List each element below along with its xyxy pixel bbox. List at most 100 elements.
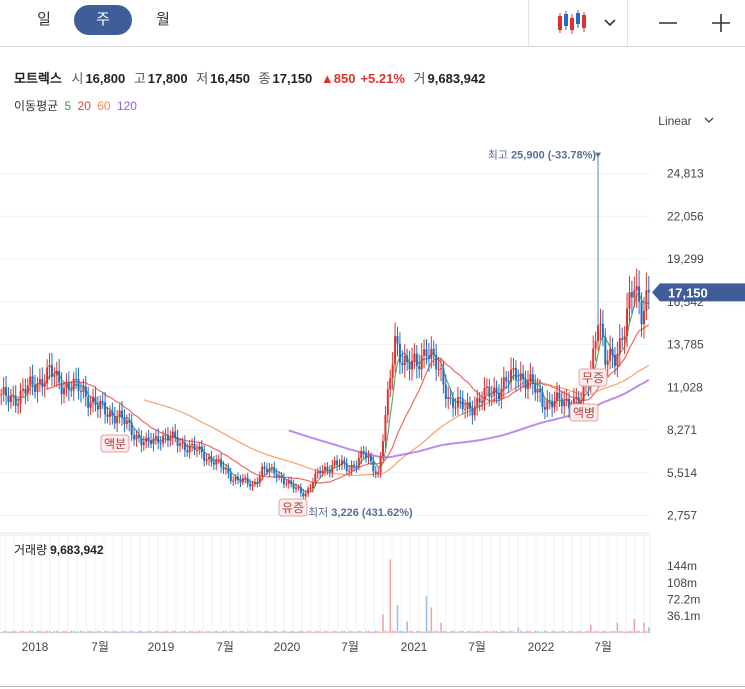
candle-body [263,466,266,469]
volume-bar [0,632,3,633]
ma-5-line [10,292,650,493]
volume-bar [338,631,341,633]
event-badge-label: 무증 [582,371,604,385]
volume-bar [418,630,421,633]
volume-bar [128,631,131,633]
candle [348,465,351,477]
volume-bar [65,631,68,633]
candle [157,428,160,450]
candle-body [531,374,534,384]
candle-body [372,461,375,472]
candle [365,446,368,463]
candle [621,327,624,349]
candle-body [488,386,491,397]
candle [500,377,503,409]
volume-bar [186,631,189,633]
candle-body [454,407,457,409]
ma-60-label[interactable]: 60 [97,99,111,113]
volume-bar [290,630,292,633]
candle-body [287,480,290,484]
chart-type-button[interactable] [529,0,627,46]
volume-bar [420,631,423,633]
candle [26,378,29,402]
volume-bar [401,630,404,633]
candle [626,292,629,347]
volume-bar [406,621,408,633]
candle-body [406,355,409,363]
candle [215,454,218,471]
candle-body [623,336,626,340]
candle [599,308,602,341]
candle [166,426,169,448]
ma-5-label[interactable]: 5 [64,99,72,113]
high-label: 고 [133,71,146,86]
volume-bar [171,630,174,633]
ma-120-label[interactable]: 120 [116,99,137,113]
candle [355,460,358,473]
volume-bar [498,632,500,633]
volume-tick-label: 108m [667,576,697,590]
candle-body [256,481,259,483]
zoom-out-button[interactable] [645,0,690,46]
volume-bar [307,630,309,633]
candle [246,472,249,488]
tab-day[interactable]: 일 [37,11,51,28]
candle [65,373,68,397]
volume-bar [643,622,645,633]
candle [514,360,517,391]
volume-bar [104,630,106,633]
candle [174,424,177,443]
date-axis-label: 2021 [401,640,428,654]
volume-bar [258,630,261,633]
volume-tick-label: 36.1m [667,609,700,623]
candle-body [362,451,365,454]
candle-body [543,407,546,410]
candle-body [292,484,295,489]
candle-body [326,466,329,471]
candle-body [50,365,53,377]
candle-body [497,392,500,400]
volume-bar [167,631,169,633]
volume-bar [459,630,462,633]
tab-month[interactable]: 월 [156,11,170,28]
volume-bar [87,630,89,633]
candle [70,381,73,397]
candle-body [227,467,230,474]
candle [594,331,597,361]
candle-body [459,397,462,399]
high-value: 17,800 [147,71,188,86]
candle-body [171,431,174,438]
candle-body [410,360,413,370]
zoom-in-button[interactable] [698,0,743,46]
volume-bar [536,630,539,633]
volume-bar [464,632,466,633]
candle-body [381,441,384,456]
candle [418,354,421,379]
tab-week[interactable]: 주 [74,5,132,35]
candle-body [478,398,481,403]
volume-bar [174,630,176,633]
candle-body [130,422,133,436]
candle-body [307,488,310,494]
event-badge-bg [578,368,608,387]
volume-bar [123,630,126,633]
low-value: 16,450 [210,71,250,86]
candle-body [220,459,223,467]
candle [217,454,220,464]
candle [251,480,254,491]
candle [345,457,348,475]
volume-bar [647,627,650,633]
volume-bar [628,630,631,633]
price-summary: 모트렉스 시 16,800 고 17,800 저 16,450 종 17,150 ▲85… [14,68,490,87]
candle [21,378,24,398]
volume-bar [488,631,491,633]
ma-20-label[interactable]: 20 [77,99,91,113]
volume-tick-label: 72.2m [667,592,700,606]
event-badge: 유증 [278,498,308,517]
volume-bar [58,631,61,633]
scale-toggle-button[interactable]: Linear [658,114,715,128]
candle [488,378,491,407]
candle-body [2,387,5,395]
volume-bar [179,631,181,633]
